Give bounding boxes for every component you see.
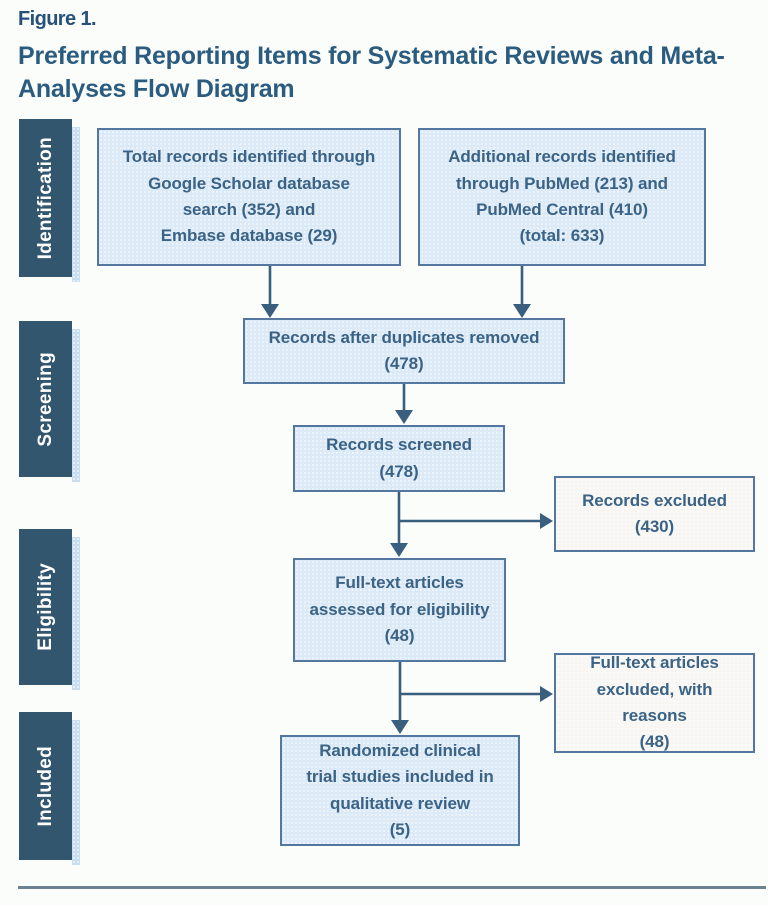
box-records-screened: Records screened (478) — [293, 425, 505, 492]
box-text: Additional records identified through Pu… — [448, 147, 676, 246]
stage-label-identification: Identification — [34, 136, 56, 260]
stage-label-included: Included — [34, 745, 56, 827]
box-duplicates-removed: Records after duplicates removed (478) — [243, 318, 565, 384]
stage-label-eligibility: Eligibility — [34, 563, 56, 651]
stage-accent-strip — [72, 329, 80, 482]
box-records-excluded: Records excluded (430) — [554, 476, 755, 552]
stage-bar-eligibility: Eligibility — [19, 529, 80, 690]
stage-accent-strip — [72, 537, 80, 690]
box-records-pubmed: Additional records identified through Pu… — [418, 128, 706, 266]
arrowhead-down-2 — [513, 304, 531, 318]
stage-accent-strip — [72, 127, 80, 282]
box-included-studies: Randomized clinical trial studies includ… — [280, 735, 520, 846]
box-records-google-embase: Total records identified through Google … — [97, 128, 401, 266]
box-text: Records excluded (430) — [582, 490, 727, 536]
figure-label: Figure 1. — [18, 8, 97, 30]
box-text: Full-text articles assessed for eligibil… — [309, 573, 490, 646]
arrowhead-down-4 — [390, 543, 408, 557]
stage-bar-included: Included — [19, 712, 80, 865]
arrowhead-right-1 — [540, 513, 553, 529]
arrowhead-right-2 — [540, 686, 553, 702]
stage-accent-strip — [72, 720, 80, 865]
stage-bar-identification: Identification — [19, 119, 80, 282]
figure-title: Preferred Reporting Items for Systematic… — [18, 42, 725, 103]
bottom-rule — [18, 886, 766, 889]
box-fulltext-excluded: Full-text articles excluded, with reason… — [554, 653, 755, 753]
box-text: Records screened (478) — [326, 435, 472, 481]
box-text: Records after duplicates removed (478) — [268, 327, 540, 373]
box-text: Randomized clinical trial studies includ… — [306, 740, 494, 839]
box-fulltext-assessed: Full-text articles assessed for eligibil… — [293, 558, 506, 662]
stage-label-screening: Screening — [34, 351, 56, 447]
arrowhead-down-3 — [395, 410, 413, 424]
arrowhead-down-1 — [261, 304, 279, 318]
box-text: Full-text articles excluded, with reason… — [590, 653, 719, 752]
arrowhead-down-5 — [391, 720, 409, 734]
stage-bar-screening: Screening — [19, 321, 80, 482]
box-text: Total records identified through Google … — [122, 147, 376, 246]
